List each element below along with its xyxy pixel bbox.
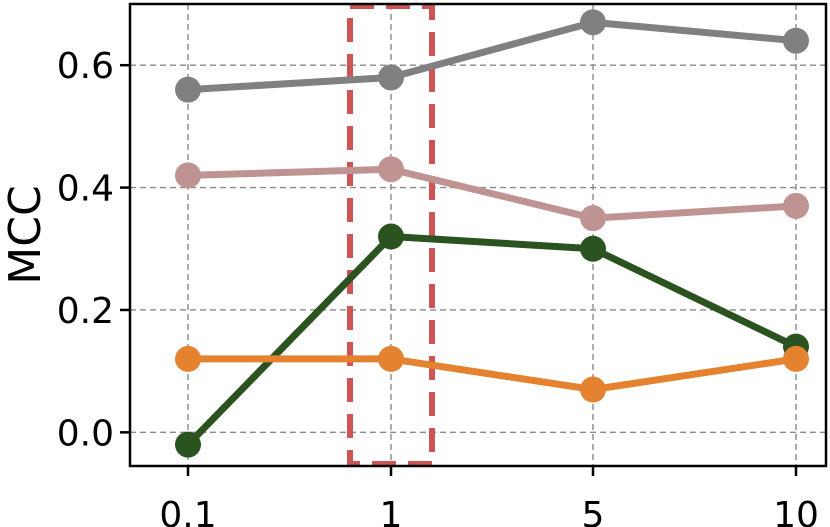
series-line-2 <box>184 165 800 222</box>
series-line-3 <box>184 233 800 449</box>
x-tick-label: 0.1 <box>159 495 216 527</box>
y-tick-label: 0.0 <box>57 413 114 454</box>
series-1-point <box>783 27 809 54</box>
plot-frame <box>128 2 828 468</box>
series-1-point <box>175 76 201 103</box>
series-3-point <box>175 431 201 458</box>
y-tick-label: 0.2 <box>57 291 114 332</box>
series-3-point <box>378 223 404 250</box>
y-axis-label: MCC <box>0 185 51 284</box>
y-tick-label: 0.6 <box>57 46 114 87</box>
series-3-point <box>580 235 606 262</box>
series-1-point <box>378 64 404 91</box>
x-tick-label: 10 <box>773 495 819 527</box>
series-4-point <box>783 345 809 372</box>
series-4-point <box>378 345 404 372</box>
x-tick-label: 1 <box>380 495 403 527</box>
series-line-4 <box>184 355 800 394</box>
series-4-point <box>580 376 606 403</box>
series-4-point <box>175 345 201 372</box>
series-2-point <box>175 162 201 189</box>
x-tick-label: 5 <box>582 495 605 527</box>
series-1-point <box>580 9 606 36</box>
y-tick-label: 0.4 <box>57 169 114 210</box>
series-line-1 <box>184 18 800 94</box>
series-2-point <box>378 156 404 183</box>
highlight-box <box>347 3 435 467</box>
series-2-point <box>580 205 606 232</box>
series-2-point <box>783 192 809 219</box>
